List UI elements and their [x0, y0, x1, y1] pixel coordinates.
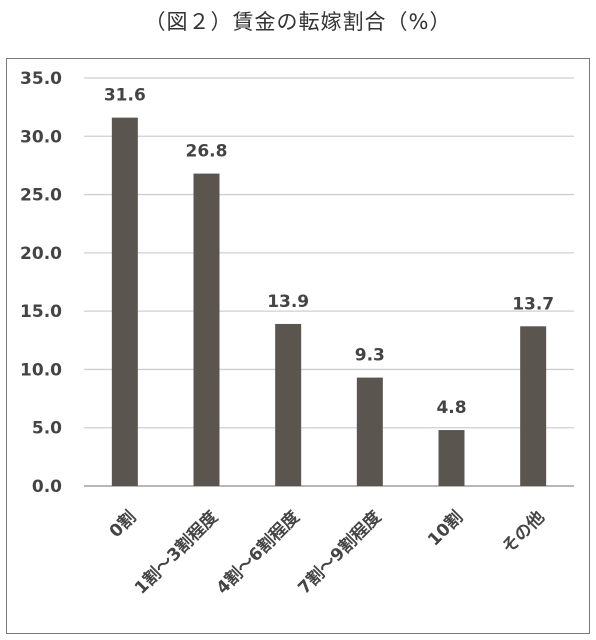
y-tick-label: 5.0 [32, 419, 62, 439]
y-tick-label: 20.0 [20, 244, 62, 264]
x-tick-label: 1割〜3割程度 [130, 506, 222, 598]
bar [275, 323, 302, 486]
y-tick-label: 15.0 [20, 302, 62, 322]
bar [520, 326, 547, 486]
y-tick-label: 30.0 [20, 127, 62, 147]
data-label: 26.8 [186, 142, 228, 162]
y-tick-label: 10.0 [20, 360, 62, 380]
bar [356, 377, 383, 486]
data-label: 4.8 [436, 398, 466, 418]
data-label: 9.3 [355, 346, 385, 366]
bar [111, 117, 138, 487]
data-label: 31.6 [104, 86, 146, 106]
y-tick-label: 0.0 [32, 477, 62, 497]
y-tick-label: 25.0 [20, 186, 62, 206]
data-label: 13.9 [267, 292, 309, 312]
bar [438, 430, 465, 486]
x-tick-label: その他 [498, 507, 549, 558]
x-tick-label: 7割〜9割程度 [294, 506, 386, 598]
data-label: 13.7 [512, 294, 554, 314]
chart-title: （図２）賃金の転嫁割合（%） [144, 10, 452, 34]
x-tick-label: 10割 [423, 507, 467, 551]
y-tick-label: 35.0 [20, 69, 62, 89]
x-tick-label: 0割 [105, 507, 140, 542]
bar [193, 173, 220, 487]
x-tick-label: 4割〜6割程度 [212, 506, 304, 598]
